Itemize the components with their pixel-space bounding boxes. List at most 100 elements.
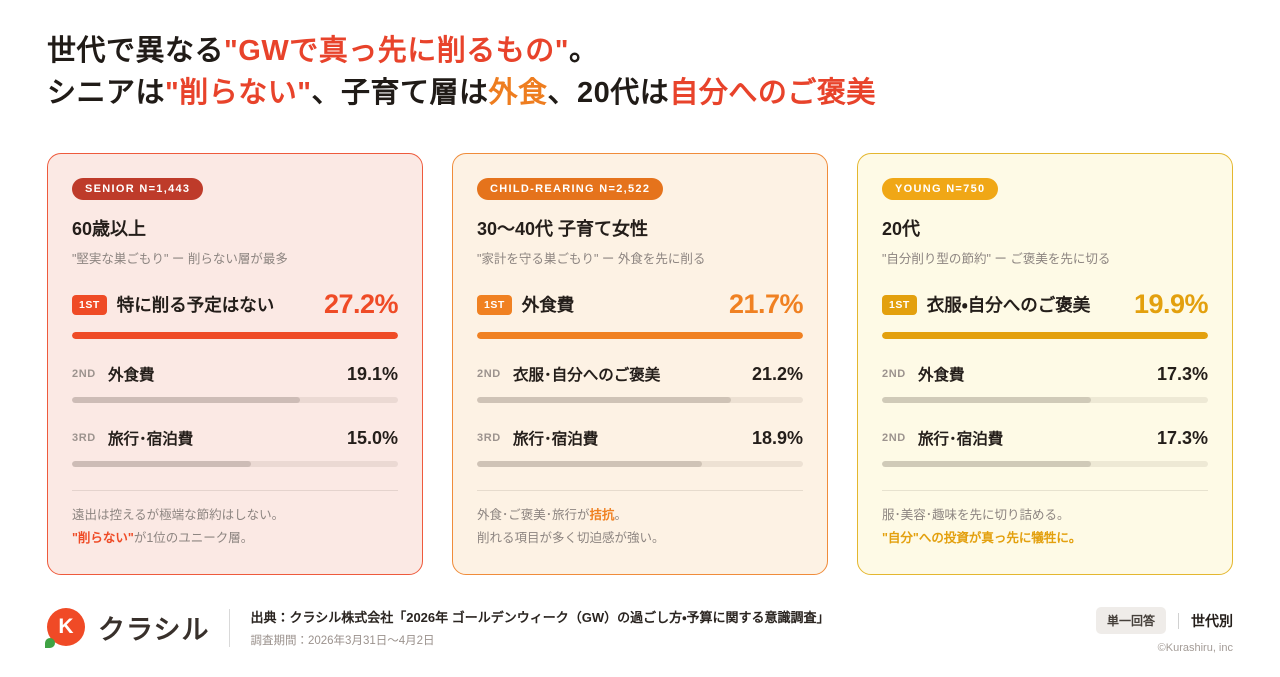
rank-value: 17.3% — [1156, 363, 1208, 384]
note-line: "削らない"が1位のユニーク層。 — [72, 530, 254, 545]
senior-card-notes: 遠出は控えるが極端な節約はしない。 "削らない"が1位のユニーク層。 — [72, 504, 398, 550]
note-line: "自分"への投資が真っ先に犠牲に。 — [882, 527, 1208, 550]
child-rearing-card-notes: 外食･ご褒美･旅行が拮抗。 削れる項目が多く切迫感が強い。 — [477, 504, 803, 550]
rank-value: 19.1% — [346, 363, 398, 384]
card-divider — [882, 489, 1208, 491]
rank-value: 19.9% — [1133, 289, 1209, 319]
rank-2nd-tag: 2ND — [882, 368, 906, 380]
rank-bar — [477, 397, 803, 403]
child-rearing-card-subtitle: "家計を守る巣ごもり" ー 外食を先に削る — [477, 252, 706, 266]
title-highlight-dining: 外食 — [488, 77, 548, 110]
rank-value: 21.2% — [751, 363, 803, 384]
child-rearing-badge: CHILD-REARING N=2,522 — [477, 178, 664, 200]
rank-label: 外食費 — [918, 367, 965, 384]
title-line-2: シニアは"削らない"、子育て層は外食、20代は自分へのご褒美 — [47, 72, 876, 114]
young-card-subtitle: "自分削り型の節約" ー ご褒美を先に切る — [882, 252, 1111, 266]
rank-label: 衣服･自分へのご褒美 — [513, 367, 661, 384]
rank-bar-fill — [882, 397, 1091, 403]
rank-value: 27.2% — [323, 289, 399, 319]
rank-2nd-tag: 2ND — [882, 432, 906, 444]
source-period: 調査期間：2026年3月31日〜4月2日 — [250, 635, 435, 647]
rank-label: 旅行･宿泊費 — [918, 431, 1004, 448]
young-rank-3: 2ND 旅行･宿泊費 17.3% — [882, 427, 1208, 467]
young-card-title: 20代 — [882, 219, 921, 239]
young-card-notes: 服･美容･趣味を先に切り詰める。 "自分"への投資が真っ先に犠牲に。 — [882, 504, 1208, 550]
card-young: YOUNG N=750 20代 "自分削り型の節約" ー ご褒美を先に切る 1S… — [857, 153, 1233, 575]
rank-bar — [477, 461, 803, 467]
rank-1st-badge: 1ST — [477, 294, 512, 315]
card-senior: SENIOR N=1,443 60歳以上 "堅実な巣ごもり" ー 削らない層が最… — [47, 153, 423, 575]
rank-bar-fill — [72, 397, 301, 403]
footer: K クラシル 出典：クラシル株式会社「2026年 ゴールデンウィーク（GW）の過… — [45, 607, 1233, 654]
answer-type-badge: 単一回答 — [1095, 607, 1166, 634]
leaf-icon — [45, 637, 55, 648]
rank-bar-fill — [882, 461, 1091, 467]
title-highlight-senior: "削らない" — [165, 77, 312, 110]
young-rank-1: 1ST 衣服・自分へのご褒美 19.9% — [882, 289, 1209, 339]
meta-divider — [1178, 612, 1179, 629]
rank-bar — [882, 332, 1208, 339]
rank-bar-fill — [477, 397, 732, 403]
rank-value: 17.3% — [1156, 427, 1208, 448]
meta-block: 単一回答 世代別 ©Kurashiru, inc — [1095, 607, 1233, 654]
rank-bar — [72, 397, 398, 403]
rank-bar — [882, 461, 1208, 467]
senior-card-subtitle: "堅実な巣ごもり" ー 削らない層が最多 — [72, 252, 288, 266]
young-badge: YOUNG N=750 — [882, 178, 999, 200]
title-seg: 世代で異なる — [47, 35, 225, 67]
rank-value: 15.0% — [346, 427, 398, 448]
rank-3rd-tag: 3RD — [72, 432, 96, 444]
rank-1st-badge: 1ST — [72, 294, 107, 315]
rank-label: 外食費 — [108, 367, 155, 384]
generation-cards: SENIOR N=1,443 60歳以上 "堅実な巣ごもり" ー 削らない層が最… — [47, 153, 1233, 575]
young-rank-2: 2ND 外食費 17.3% — [882, 363, 1208, 403]
rank-label: 衣服・自分へのご褒美 — [926, 295, 1091, 315]
rank-bar — [477, 332, 803, 339]
title-line-1: 世代で異なる"GWで真っ先に削るもの"。 — [47, 30, 876, 72]
rank-value: 21.7% — [728, 289, 804, 319]
rank-label: 外食費 — [521, 295, 575, 315]
senior-rank-2: 2ND 外食費 19.1% — [72, 363, 398, 403]
kurashiru-wordmark: クラシル — [98, 615, 210, 645]
rank-1st-badge: 1ST — [882, 294, 917, 315]
child-rearing-rank-2: 2ND 衣服･自分へのご褒美 21.2% — [477, 363, 803, 403]
rank-bar — [882, 397, 1208, 403]
source-title: 出典：クラシル株式会社「2026年 ゴールデンウィーク（GW）の過ごし方・予算に… — [250, 610, 830, 625]
note-line: 外食･ご褒美･旅行が拮抗。 — [477, 507, 628, 522]
rank-label: 旅行･宿泊費 — [513, 431, 599, 448]
note-line: 服･美容･趣味を先に切り詰める。 — [882, 507, 1070, 522]
senior-badge: SENIOR N=1,443 — [72, 178, 204, 200]
title-seg: 。 — [568, 35, 599, 67]
note-line: 削れる項目が多く切迫感が強い。 — [477, 530, 665, 545]
rank-bar-fill — [477, 332, 803, 339]
senior-card-title: 60歳以上 — [72, 219, 147, 239]
rank-bar-fill — [72, 332, 398, 339]
note-line: 遠出は控えるが極端な節約はしない。 — [72, 507, 285, 522]
copyright: ©Kurashiru, inc — [1157, 642, 1233, 654]
rank-label: 特に削る予定はない — [116, 295, 275, 315]
segment-label: 世代別 — [1191, 612, 1233, 629]
senior-rank-3: 3RD 旅行･宿泊費 15.0% — [72, 427, 398, 467]
rank-3rd-tag: 3RD — [477, 432, 501, 444]
card-divider — [72, 489, 398, 491]
rank-value: 18.9% — [751, 427, 803, 448]
rank-bar — [72, 332, 398, 339]
child-rearing-rank-1: 1ST 外食費 21.7% — [477, 289, 804, 339]
child-rearing-rank-3: 3RD 旅行･宿泊費 18.9% — [477, 427, 803, 467]
title-highlight-gw: "GWで真っ先に削るもの" — [224, 35, 569, 67]
card-divider — [477, 489, 803, 491]
brand-block: K クラシル 出典：クラシル株式会社「2026年 ゴールデンウィーク（GW）の過… — [45, 607, 830, 648]
rank-2nd-tag: 2ND — [72, 368, 96, 380]
card-child-rearing: CHILD-REARING N=2,522 30〜40代 子育て女性 "家計を守… — [452, 153, 828, 575]
title-seg: 、子育て層は — [311, 77, 489, 110]
rank-bar — [72, 461, 398, 467]
title-seg: シニアは — [47, 77, 166, 110]
rank-bar-fill — [72, 461, 252, 467]
child-rearing-card-title: 30〜40代 子育て女性 — [477, 219, 649, 239]
senior-rank-1: 1ST 特に削る予定はない 27.2% — [72, 289, 399, 339]
footer-divider — [229, 609, 231, 647]
title-seg: 、20代は — [547, 77, 670, 110]
note-highlight: 拮抗 — [589, 507, 615, 522]
page-title: 世代で異なる"GWで真っ先に削るもの"。 シニアは"削らない"、子育て層は外食、… — [47, 30, 876, 114]
